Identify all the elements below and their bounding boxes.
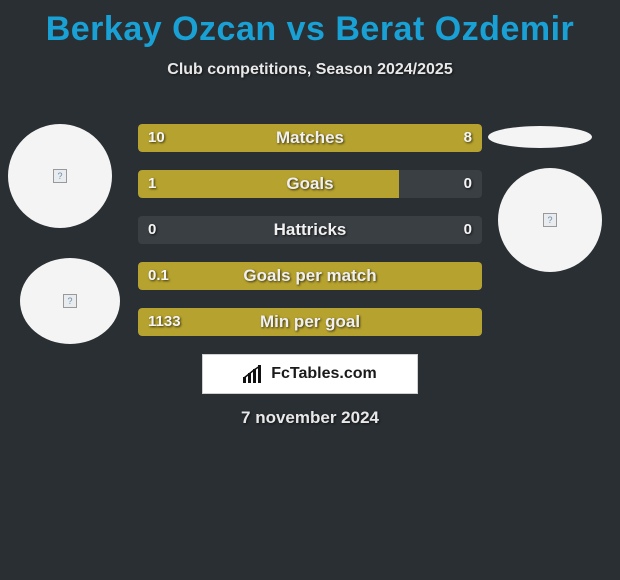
- avatar-placeholder: ?: [498, 168, 602, 272]
- stat-value-right: 8: [464, 124, 472, 152]
- stat-bar-right: [329, 124, 482, 152]
- branding-text: FcTables.com: [271, 365, 377, 383]
- image-placeholder-icon: ?: [63, 294, 77, 308]
- stat-row: 10Goals: [138, 170, 482, 198]
- stat-row: 1133Min per goal: [138, 308, 482, 336]
- avatar-placeholder: ?: [20, 258, 120, 344]
- chart-icon: [243, 365, 265, 383]
- stat-row: 108Matches: [138, 124, 482, 152]
- stat-value-left: 0: [148, 216, 156, 244]
- stat-bars: 108Matches10Goals00Hattricks0.1Goals per…: [138, 124, 482, 354]
- player1-name: Berkay Ozcan: [46, 10, 277, 48]
- image-placeholder-icon: ?: [543, 213, 557, 227]
- stat-bar-left: [138, 262, 482, 290]
- branding-badge: FcTables.com: [202, 354, 418, 394]
- player2-name: Berat Ozdemir: [335, 10, 574, 48]
- stat-bar-left: [138, 124, 329, 152]
- stat-row: 0.1Goals per match: [138, 262, 482, 290]
- date-label: 7 november 2024: [0, 408, 620, 428]
- stat-value-left: 1: [148, 170, 156, 198]
- stat-value-right: 0: [464, 216, 472, 244]
- stat-bar-left: [138, 170, 399, 198]
- stat-value-left: 0.1: [148, 262, 169, 290]
- stat-value-right: 0: [464, 170, 472, 198]
- stat-label: Hattricks: [138, 216, 482, 244]
- image-placeholder-icon: ?: [53, 169, 67, 183]
- stat-row: 0 0Hattricks: [138, 216, 482, 244]
- avatar-placeholder: ?: [8, 124, 112, 228]
- subtitle: Club competitions, Season 2024/2025: [0, 61, 620, 79]
- vs-label: vs: [287, 10, 326, 48]
- stat-value-left: 1133: [148, 308, 181, 336]
- stat-bar-left: [138, 308, 482, 336]
- stat-value-left: 10: [148, 124, 165, 152]
- comparison-title: Berkay Ozcan vs Berat Ozdemir: [0, 0, 620, 49]
- decor-ellipse: [488, 126, 592, 148]
